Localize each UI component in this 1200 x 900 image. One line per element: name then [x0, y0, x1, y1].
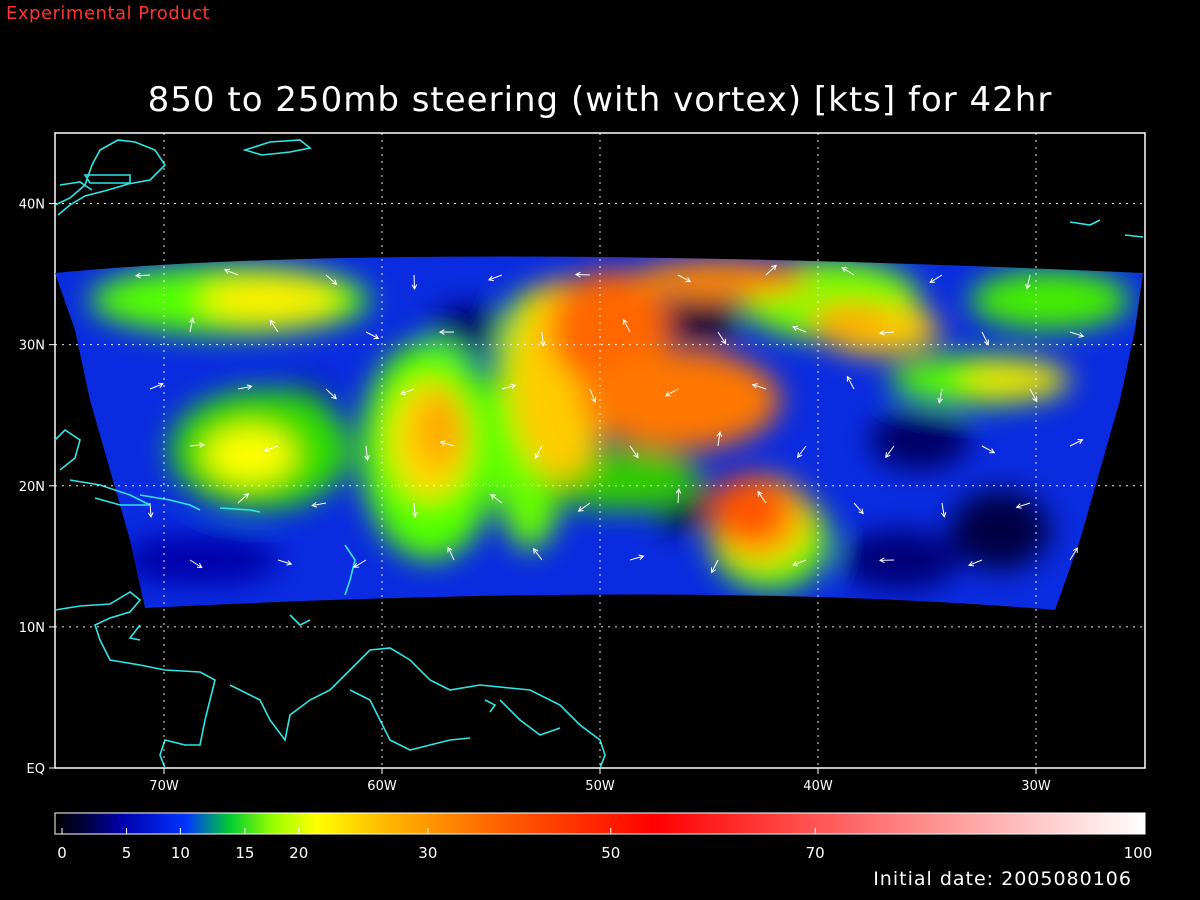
wind-vector — [846, 375, 855, 390]
wind-vector — [269, 319, 279, 333]
lat-lon-grid — [55, 133, 1145, 768]
wind-vector — [447, 546, 455, 561]
wind-vector — [878, 557, 895, 564]
colorbar-tick-label: 20 — [289, 844, 308, 862]
wind-vector — [189, 559, 203, 569]
wind-vector — [489, 493, 503, 504]
wind-vector — [364, 445, 370, 461]
lat-tick-label: 30N — [19, 339, 45, 354]
colorbar-tick-label: 100 — [1124, 844, 1153, 862]
initial-date: Initial date: 2005080106 — [873, 868, 1132, 890]
wind-vector — [412, 502, 418, 518]
wind-vector — [237, 492, 250, 504]
wind-vector — [277, 559, 293, 566]
wind-vector — [797, 445, 807, 459]
lat-tick-label: 10N — [19, 621, 45, 636]
wind-vector — [711, 559, 719, 574]
wind-vector — [853, 502, 864, 515]
wind-vector — [501, 383, 517, 390]
wind-speed-field — [55, 256, 1143, 610]
coastlines — [54, 139, 1144, 769]
wind-vector — [937, 388, 943, 404]
wind-vector — [1025, 274, 1031, 290]
wind-vector — [841, 266, 855, 276]
lon-tick-label: 60W — [367, 779, 397, 794]
colorbar-tick-label: 15 — [235, 844, 254, 862]
colorbar-tick-label: 0 — [57, 844, 67, 862]
wind-vector — [365, 331, 380, 340]
wind-vector — [147, 502, 154, 519]
wind-vector — [968, 559, 983, 567]
wind-vector — [765, 264, 777, 276]
lon-tick-label: 40W — [803, 779, 833, 794]
wind-vector — [757, 490, 767, 504]
wind-vector — [1015, 502, 1031, 509]
colorbar-tick-label: 70 — [806, 844, 825, 862]
map-title: 850 to 250mb steering (with vortex) [kts… — [147, 80, 1053, 120]
wind-vector — [664, 388, 679, 397]
lon-tick-label: 30W — [1021, 779, 1051, 794]
lon-tick-label: 70W — [149, 779, 179, 794]
wind-vector — [929, 274, 943, 283]
wind-vector — [411, 274, 418, 291]
wind-vector — [675, 487, 682, 504]
wind-vector — [189, 442, 205, 448]
lat-tick-label: 40N — [19, 198, 45, 213]
wind-vector — [263, 445, 279, 452]
wind-vector — [589, 388, 597, 403]
wind-vector — [149, 382, 164, 390]
wind-vector — [981, 445, 996, 454]
colorbar-tick-label: 30 — [418, 844, 437, 862]
wind-vector — [438, 329, 455, 335]
wind-vector — [532, 548, 543, 561]
wind-vector — [751, 383, 767, 390]
latitude-labels: EQ 10N 20N 30N 40N — [19, 198, 55, 777]
wind-vector — [1069, 331, 1085, 338]
wind-vector — [399, 388, 415, 396]
wind-vector — [981, 331, 989, 346]
wind-vector — [717, 331, 727, 345]
wind-vector — [1069, 439, 1084, 447]
wind-vector — [224, 268, 239, 276]
colorbar-tick-label: 5 — [122, 844, 132, 862]
wind-vector — [540, 331, 546, 347]
wind-vector — [325, 274, 338, 285]
colorbar-tick-label: 10 — [171, 844, 190, 862]
wind-vector — [879, 329, 895, 336]
wind-vector — [534, 445, 543, 460]
colorbar-tick-label: 50 — [601, 844, 620, 862]
wind-vector — [237, 384, 253, 390]
wind-vector — [716, 431, 723, 447]
wind-vector — [577, 502, 591, 512]
lat-tick-label: EQ — [27, 762, 45, 777]
wind-vector — [189, 317, 195, 333]
wind-vector — [885, 445, 895, 459]
wind-vector — [792, 559, 807, 567]
wind-vector — [487, 274, 503, 282]
lat-tick-label: 20N — [19, 480, 45, 495]
wind-vector — [134, 272, 151, 279]
wind-vector — [574, 271, 591, 278]
wind-vector — [940, 502, 947, 518]
wind-vector — [311, 502, 327, 508]
wind-vector — [1069, 547, 1078, 561]
wind-vector — [629, 445, 639, 459]
longitude-labels: 70W 60W 50W 40W 30W — [149, 768, 1051, 794]
colorbar: 0 5 10 15 20 30 50 70 100 — [54, 812, 1153, 862]
experimental-product-label: Experimental Product — [6, 3, 211, 24]
lon-tick-label: 50W — [585, 779, 615, 794]
colorbar-fill — [54, 812, 1146, 835]
wind-vector — [325, 388, 337, 400]
wind-vector — [792, 325, 807, 333]
wind-vector — [677, 274, 692, 283]
wind-vector — [622, 318, 631, 333]
wind-vectors — [134, 264, 1085, 574]
wind-vector — [629, 554, 645, 561]
wind-vector — [353, 559, 367, 568]
wind-vector — [439, 440, 455, 447]
